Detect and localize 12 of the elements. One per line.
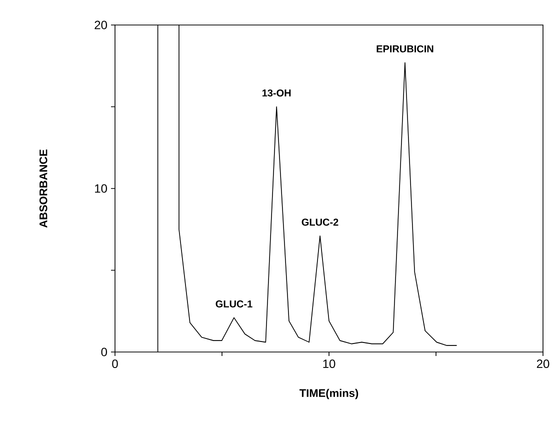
y-tick-label: 20	[94, 20, 108, 30]
x-tick-label: 0	[112, 360, 118, 368]
annotation: GLUC-1	[216, 300, 252, 308]
x-tick-label: 20	[536, 360, 550, 368]
y-tick-label: 0	[101, 348, 108, 356]
x-axis-title: TIME(mins)	[299, 388, 358, 400]
annotation: GLUC-2	[302, 218, 338, 226]
annotation: EPIRUBICIN	[376, 45, 434, 52]
annotation: 13-OH	[262, 89, 291, 97]
y-axis-title: ABSORBANCE	[39, 150, 48, 228]
x-tick-label: 10	[323, 360, 336, 368]
y-tick-label: 10	[95, 184, 108, 193]
